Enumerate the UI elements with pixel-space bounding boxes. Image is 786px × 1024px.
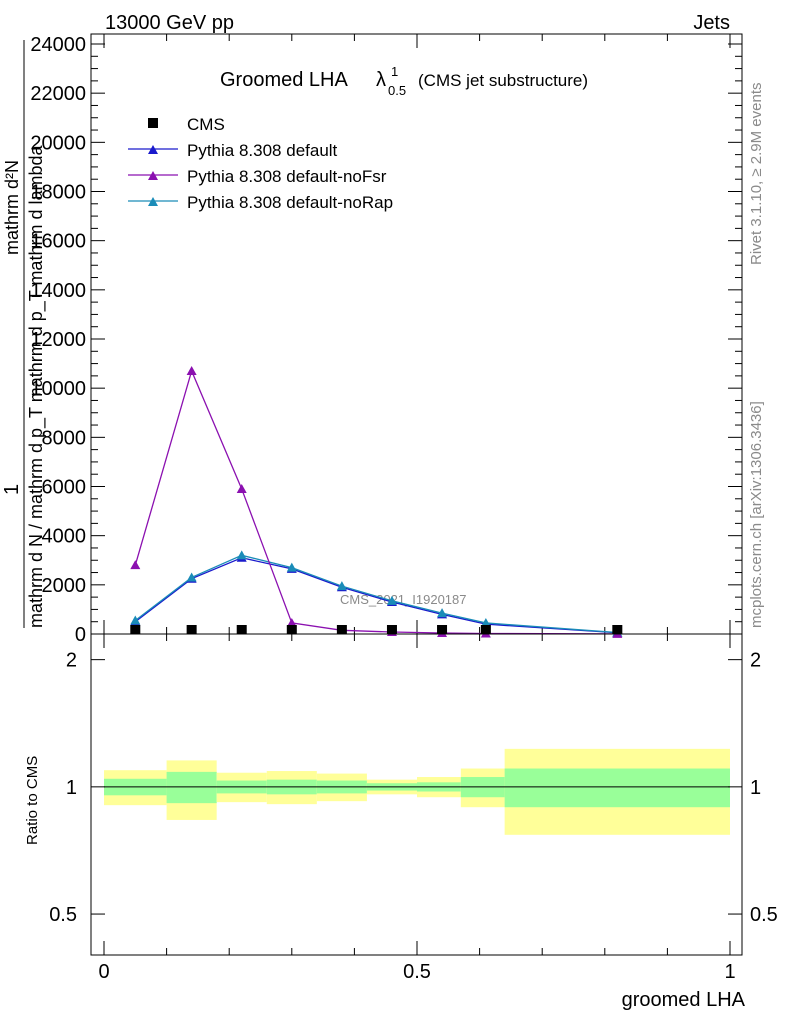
ratio-ytick-label-right: 2 <box>750 650 761 672</box>
legend-norap-label: Pythia 8.308 default-noRap <box>187 193 393 212</box>
main-y-axis-label: mathrm d²N 1 mathrm d N / mathrm d p_T m… <box>1 40 47 628</box>
main-ytick-label: 8000 <box>42 427 87 449</box>
xtick-label: 1 <box>724 961 735 983</box>
ratio-axis-ticks: 0.5 0.5 1 1 2 2 0 0.5 1 <box>49 634 778 983</box>
cms-data-point <box>480 625 491 634</box>
legend-nofsr-label: Pythia 8.308 default-noFsr <box>187 167 387 186</box>
series-marker <box>130 560 141 570</box>
title-superscript: 1 <box>391 64 398 79</box>
series-marker <box>480 617 491 627</box>
cms-data-point <box>336 625 347 634</box>
series-marker <box>336 581 347 591</box>
ratio-inner-band <box>504 768 730 808</box>
main-ytick-label: 12000 <box>30 329 86 351</box>
ratio-y-axis-label: Ratio to CMS <box>24 756 41 845</box>
main-plot-title: Groomed LHA λ 1 0.5 (CMS jet substructur… <box>220 64 588 98</box>
main-ytick-label: 6000 <box>42 477 87 499</box>
ratio-ytick-label-right: 0.5 <box>750 904 778 926</box>
cms-data-point <box>186 625 197 634</box>
title-subscript: 0.5 <box>388 83 406 98</box>
series-marker <box>186 365 197 375</box>
main-ytick-label: 24000 <box>30 34 86 56</box>
series-marker <box>236 483 247 493</box>
cms-data-point <box>236 625 247 634</box>
title-main-text: Groomed LHA <box>220 69 348 91</box>
ratio-plot-frame <box>90 633 743 956</box>
series-marker <box>286 562 297 572</box>
main-ytick-label: 20000 <box>30 132 86 154</box>
legend-cms-label: CMS <box>187 115 225 134</box>
main-ytick-label: 16000 <box>30 231 86 253</box>
ratio-ytick-label: 1 <box>66 777 77 799</box>
legend: CMS Pythia 8.308 default Pythia 8.308 de… <box>128 115 393 212</box>
main-ytick-label: 22000 <box>30 83 86 105</box>
legend-default-label: Pythia 8.308 default <box>187 141 338 160</box>
ratio-inner-band <box>166 771 217 804</box>
ylabel-numerator: mathrm d²N <box>2 160 22 255</box>
series-marker <box>286 617 297 627</box>
legend-cms-marker <box>148 118 158 128</box>
ratio-bands-group <box>104 748 730 835</box>
cms-data-point <box>612 625 623 634</box>
ratio-ytick-label-right: 1 <box>750 777 761 799</box>
side-rivet-info: Rivet 3.1.10, ≥ 2.9M events <box>748 83 765 266</box>
series-marker <box>437 608 448 618</box>
title-lambda-symbol: λ <box>376 69 386 91</box>
series-marker <box>386 595 397 605</box>
header-process-label: 13000 GeV pp <box>105 12 234 34</box>
main-ytick-label: 4000 <box>42 526 87 548</box>
cms-data-point <box>386 625 397 634</box>
series-marker <box>236 550 247 560</box>
xtick-label: 0.5 <box>403 961 431 983</box>
series-marker <box>186 572 197 582</box>
ratio-ytick-label: 0.5 <box>49 904 77 926</box>
main-ytick-label: 14000 <box>30 280 86 302</box>
header-analysis-type: Jets <box>693 12 730 34</box>
x-axis-label: groomed LHA <box>622 989 746 1011</box>
main-ytick-label: 10000 <box>30 378 86 400</box>
legend-default-marker <box>148 145 158 154</box>
ylabel-denominator: mathrm d N / mathrm d p_T mathrm d p_T m… <box>26 145 47 628</box>
main-series-group <box>130 365 623 638</box>
legend-nofsr-marker <box>148 171 158 180</box>
main-ytick-label: 18000 <box>30 182 86 204</box>
xtick-label: 0 <box>98 961 109 983</box>
side-mcplots-info: mcplots.cern.ch [arXiv:1306.3436] <box>748 401 765 628</box>
legend-norap-marker <box>148 197 158 206</box>
main-ytick-label: 0 <box>75 624 86 646</box>
cms-data-point <box>286 625 297 634</box>
cms-data-point <box>130 625 141 634</box>
main-axis-ticks: 0 2000 4000 6000 8000 10000 12000 14000 16000 180… <box>30 34 742 646</box>
series-marker <box>130 615 141 625</box>
ratio-ytick-label: 2 <box>66 650 77 672</box>
main-ytick-label: 2000 <box>42 575 87 597</box>
ylabel-one: 1 <box>1 484 23 495</box>
cms-data-point <box>437 625 448 634</box>
title-note: (CMS jet substructure) <box>418 71 588 90</box>
